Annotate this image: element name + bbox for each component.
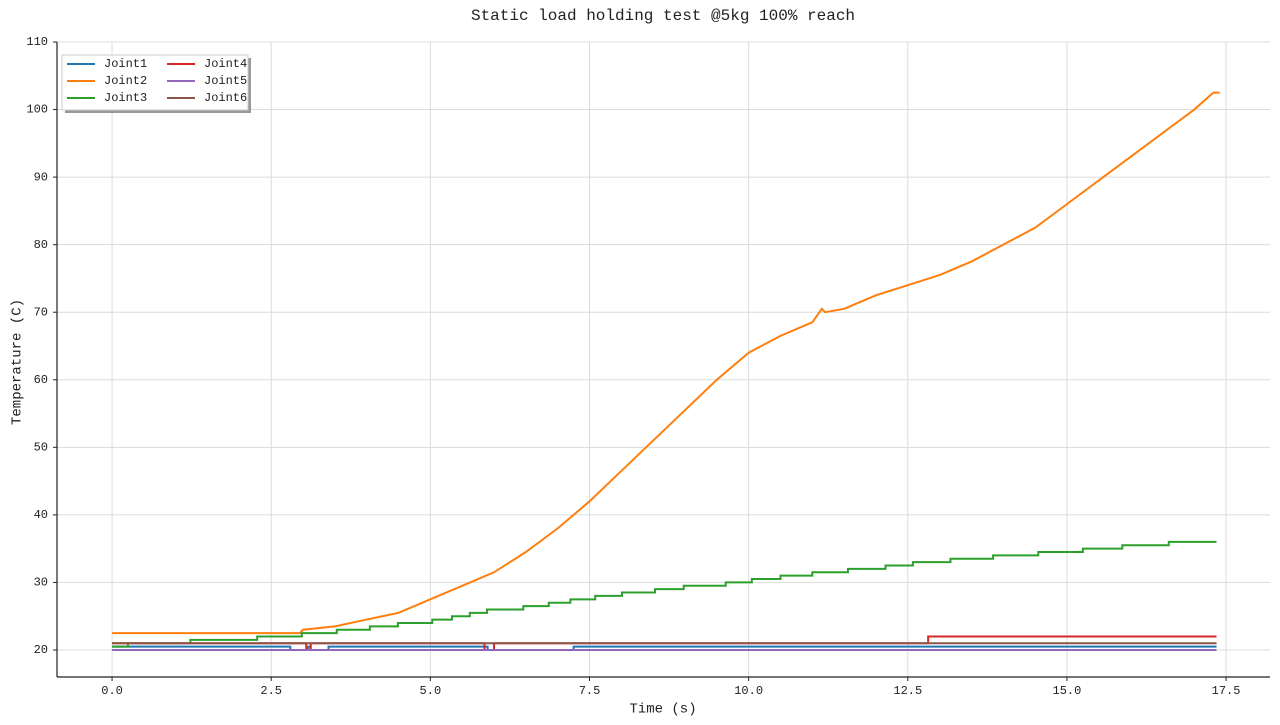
x-tick-label: 5.0 — [420, 684, 442, 698]
x-tick-label: 17.5 — [1212, 684, 1241, 698]
data-line — [112, 635, 1217, 651]
y-tick-label: 90 — [34, 170, 48, 184]
y-tick-label: 60 — [34, 373, 48, 387]
y-tick-label: 110 — [26, 35, 48, 49]
y-tick-label: 100 — [26, 103, 48, 117]
x-tick-label: 10.0 — [734, 684, 763, 698]
legend-label: Joint1 — [104, 57, 147, 71]
y-tick-label: 30 — [34, 576, 48, 590]
y-tick-label: 40 — [34, 508, 48, 522]
y-axis-label: Temperature (C) — [10, 299, 26, 425]
y-tick-label: 70 — [34, 305, 48, 319]
x-axis-label: Time (s) — [629, 702, 696, 718]
y-tick-label: 50 — [34, 440, 48, 454]
legend-label: Joint5 — [204, 74, 247, 88]
y-tick-label: 20 — [34, 643, 48, 657]
legend-label: Joint3 — [104, 91, 147, 105]
data-line — [112, 540, 1217, 648]
chart-title: Static load holding test @5kg 100% reach — [471, 7, 855, 25]
x-tick-label: 2.5 — [260, 684, 282, 698]
data-line — [112, 91, 1220, 635]
x-tick-label: 0.0 — [101, 684, 123, 698]
legend-label: Joint6 — [204, 91, 247, 105]
legend-label: Joint2 — [104, 74, 147, 88]
x-tick-label: 12.5 — [893, 684, 922, 698]
x-tick-label: 7.5 — [579, 684, 601, 698]
legend-label: Joint4 — [204, 57, 247, 71]
y-tick-label: 80 — [34, 238, 48, 252]
x-tick-label: 15.0 — [1053, 684, 1082, 698]
